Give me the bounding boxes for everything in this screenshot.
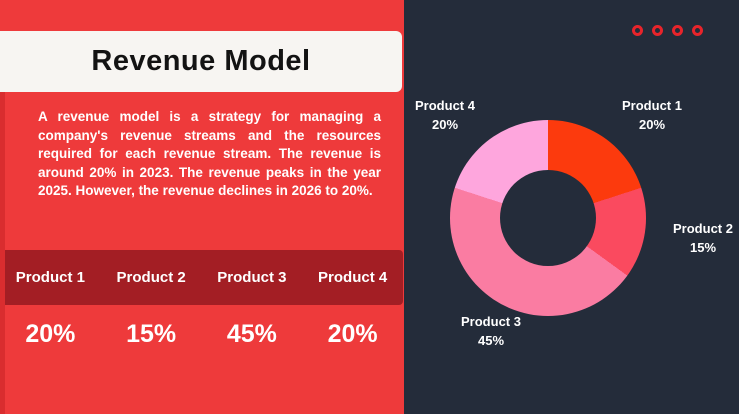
donut-chart [450,120,646,316]
left-accent-bar [0,92,5,414]
table-values-row: 20% 15% 45% 20% [0,316,403,352]
donut-hole [500,170,596,266]
slice-label-name: Product 4 [415,98,475,113]
table-header-product-4: Product 4 [318,269,388,286]
slice-label-product-1: Product 1 20% [622,97,682,134]
slice-label-value: 20% [638,116,666,132]
table-header-row: Product 1 Product 2 Product 3 Product 4 [0,250,403,305]
ring-icon [692,25,703,36]
slice-label-name: Product 3 [461,314,521,329]
slice-label-value: 45% [477,332,505,348]
title-bar: Revenue Model [0,31,402,92]
slice-label-name: Product 2 [673,221,733,236]
body-text: A revenue model is a strategy for managi… [38,109,381,199]
table-header-product-1: Product 1 [15,269,85,286]
table-value-product-1: 20% [25,319,76,348]
ring-icon [672,25,683,36]
table-header-product-3: Product 3 [217,269,287,286]
decor-rings [632,25,703,36]
ring-icon [652,25,663,36]
left-panel: Revenue Model A revenue model is a strat… [0,31,403,414]
slice-label-product-4: Product 4 20% [415,97,475,134]
table-value-product-4: 20% [327,319,378,348]
page-title: Revenue Model [91,45,311,77]
slice-label-name: Product 1 [622,98,682,113]
table-value-product-2: 15% [126,319,177,348]
table-value-product-3: 45% [226,319,277,348]
slice-label-product-2: Product 2 15% [673,220,733,257]
slice-label-value: 15% [689,239,717,255]
table-header-product-2: Product 2 [116,269,186,286]
slice-label-product-3: Product 3 45% [461,313,521,350]
ring-icon [632,25,643,36]
slice-label-value: 20% [431,116,459,132]
right-panel: Product 4 20% Product 1 20% Product 2 15… [404,0,739,414]
